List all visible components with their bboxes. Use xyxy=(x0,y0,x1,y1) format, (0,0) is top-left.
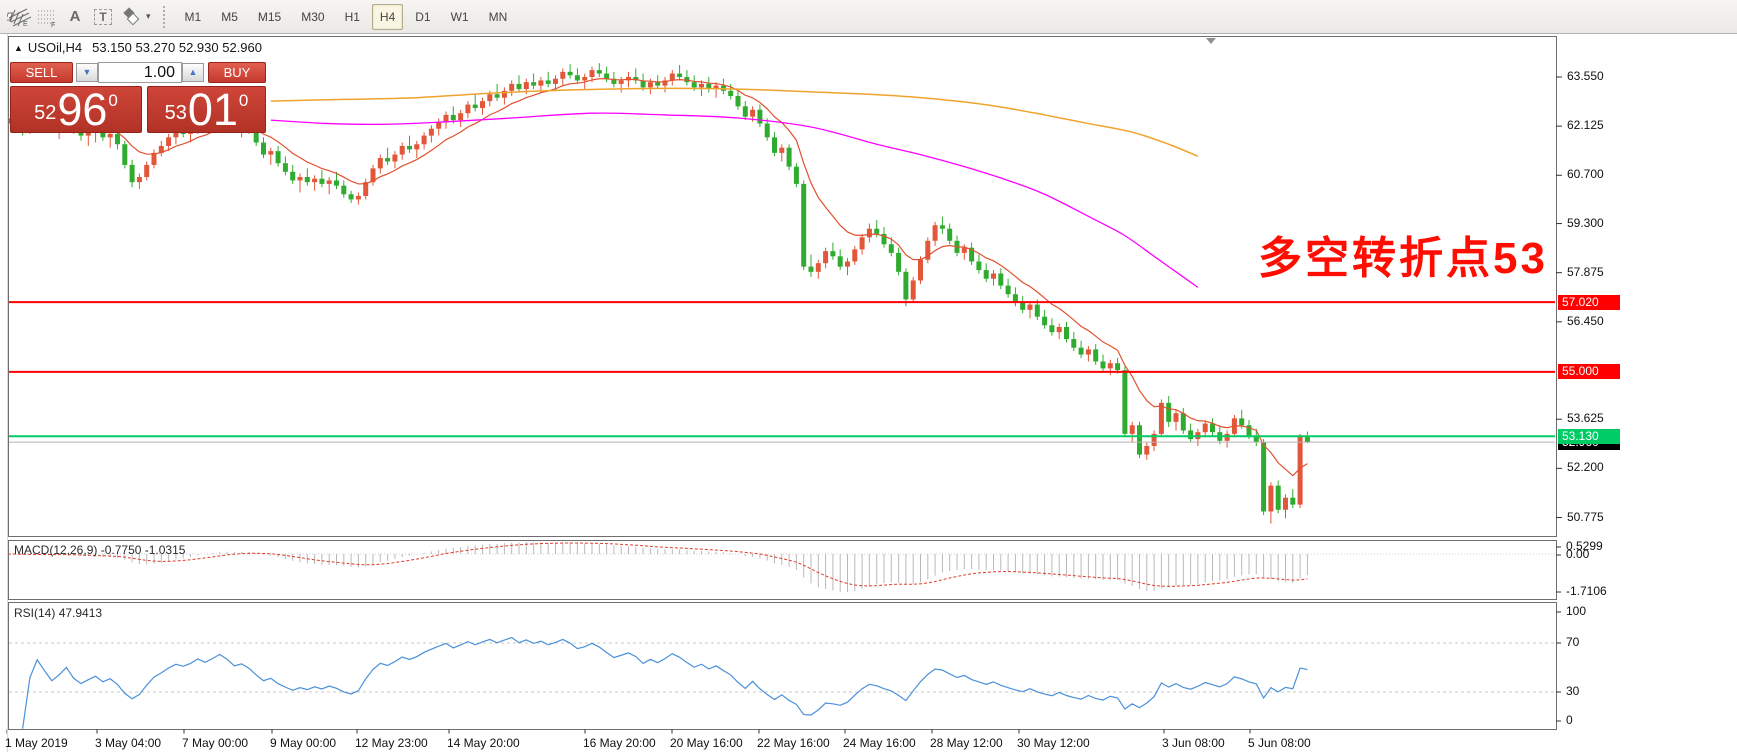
sell-price-button[interactable]: 52 96 0 xyxy=(10,86,142,133)
price-axis-label: 56.450 xyxy=(1567,313,1604,328)
timeframe-h4[interactable]: H4 xyxy=(371,3,404,30)
buy-button[interactable]: BUY xyxy=(208,62,266,83)
text-label-icon[interactable]: T xyxy=(90,4,116,30)
one-click-trade-panel: SELL ▼ ▲ BUY 52 96 0 53 01 0 xyxy=(10,62,266,134)
timeframe-m5[interactable]: M5 xyxy=(221,9,238,24)
price-line-label: 55.000 xyxy=(1558,364,1620,380)
time-axis-label: 24 May 16:00 xyxy=(843,736,916,750)
volume-increase-button[interactable]: ▲ xyxy=(182,63,204,82)
price-axis-label: 57.875 xyxy=(1567,264,1604,279)
time-axis-label: 20 May 16:00 xyxy=(670,736,743,750)
timeframe-m15[interactable]: M15 xyxy=(257,9,282,24)
sell-price-big: 96 xyxy=(57,84,108,135)
timeframe-d1[interactable]: D1 xyxy=(415,9,431,24)
left-gutter-divider xyxy=(7,33,8,752)
price-line-label: 57.020 xyxy=(1558,294,1620,310)
price-axis-label: 63.550 xyxy=(1567,69,1604,83)
price-line-label: 53.130 xyxy=(1558,428,1620,444)
volume-input[interactable] xyxy=(98,62,182,83)
buy-price-button[interactable]: 53 01 0 xyxy=(147,86,266,133)
time-axis-label: 28 May 12:00 xyxy=(930,736,1003,750)
sell-price-small: 52 xyxy=(34,102,57,124)
price-axis-label: 53.625 xyxy=(1567,411,1604,426)
time-axis-label: 30 May 12:00 xyxy=(1017,736,1090,750)
time-axis-label: 14 May 20:00 xyxy=(447,736,520,750)
volume-decrease-button[interactable]: ▼ xyxy=(76,63,98,82)
time-axis-label: 7 May 00:00 xyxy=(182,736,249,750)
svg-text:E: E xyxy=(23,21,28,28)
time-axis-label: 5 Jun 08:00 xyxy=(1248,736,1311,750)
price-axis-label: 59.300 xyxy=(1567,215,1604,230)
text-icon[interactable]: A xyxy=(62,4,88,30)
shapes-icon[interactable]: ▾ xyxy=(118,4,152,30)
time-axis-label: 3 Jun 08:00 xyxy=(1162,736,1225,750)
grid-icon[interactable]: F xyxy=(34,4,60,30)
buy-price-small: 53 xyxy=(164,102,187,124)
price-axis-label: 62.125 xyxy=(1567,118,1604,133)
timeframe-group: M1 M5 M15 M30 H1 H4 D1 W1 MN xyxy=(175,3,518,30)
timeframe-h1[interactable]: H1 xyxy=(344,9,360,24)
buy-price-sup: 0 xyxy=(238,91,249,110)
timeframe-mn[interactable]: MN xyxy=(488,9,508,24)
price-axis-label: 50.775 xyxy=(1567,509,1604,524)
label-tool-glyph: T xyxy=(94,8,112,25)
timeframe-m1[interactable]: M1 xyxy=(184,9,202,24)
chart-shift-marker-icon xyxy=(1206,38,1216,44)
time-axis-label: 9 May 00:00 xyxy=(270,736,337,750)
time-axis-label: 1 May 2019 xyxy=(5,736,68,750)
price-axis-label: 52.200 xyxy=(1567,460,1604,475)
sell-button[interactable]: SELL xyxy=(10,62,73,83)
timeframe-w1[interactable]: W1 xyxy=(450,9,469,24)
buy-price-big: 01 xyxy=(187,84,238,135)
sell-price-sup: 0 xyxy=(108,91,118,110)
toolbar: E F A T ▾ M1 M5 M15 M30 H1 H4 D1 W xyxy=(0,0,1737,34)
time-axis-label: 22 May 16:00 xyxy=(757,736,830,750)
toolbar-separator xyxy=(162,5,167,28)
timeframe-m30[interactable]: M30 xyxy=(301,9,325,24)
chevron-down-icon[interactable]: ▾ xyxy=(146,11,151,21)
price-axis-label: 60.700 xyxy=(1567,167,1604,182)
svg-text:F: F xyxy=(51,22,55,28)
time-axis-label: 12 May 23:00 xyxy=(355,736,428,750)
time-axis-label: 3 May 04:00 xyxy=(95,736,162,750)
time-axis-label: 16 May 20:00 xyxy=(583,736,656,750)
indicators-icon[interactable]: E xyxy=(6,4,32,30)
text-tool-glyph: A xyxy=(69,8,81,25)
